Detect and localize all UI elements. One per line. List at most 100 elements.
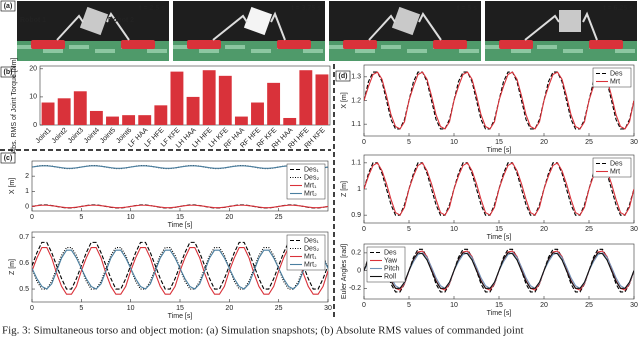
y-tick-label: 0 <box>33 122 37 129</box>
floor-tile <box>43 49 63 53</box>
x-tick-label: 10 <box>450 226 458 233</box>
bar <box>218 75 232 125</box>
robot-body <box>121 40 155 49</box>
bar <box>267 82 281 125</box>
floor-tile <box>615 49 635 53</box>
series-line <box>32 247 328 295</box>
legend-label: Mrt₂ <box>304 261 317 268</box>
bar <box>154 105 168 125</box>
x-tick-label: 5 <box>407 226 411 233</box>
y-axis-label: Z [m] <box>341 181 348 197</box>
floor-tile <box>355 49 375 53</box>
series-line <box>364 71 634 130</box>
cube <box>391 6 421 36</box>
y-tick-label: 1 <box>25 188 29 195</box>
floor-tile <box>407 49 427 53</box>
cube <box>559 10 581 32</box>
y-tick-label: 0.7 <box>19 234 29 241</box>
floor-tile <box>459 49 479 53</box>
bar <box>299 70 313 125</box>
x-tick-label: 20 <box>540 302 548 309</box>
x-tick-label: Joint1 <box>35 127 53 145</box>
legend-label: Mrt₁ <box>304 253 317 260</box>
legend-label: Des₁ <box>304 237 319 244</box>
bar <box>315 74 329 125</box>
x-axis-label: Time [s] <box>168 313 193 320</box>
y-tick-label: 0.6 <box>19 260 29 267</box>
y-tick-label: 20 <box>29 66 37 73</box>
floor-tile <box>225 45 245 49</box>
x-tick-label: 20 <box>540 226 548 233</box>
bar <box>41 102 55 125</box>
floor-tile <box>251 49 271 53</box>
y-axis-label: Abs. RMS of Joint Torque [Nm] <box>11 57 18 153</box>
panel-label: (c) <box>4 155 13 162</box>
x-tick-label: 20 <box>540 139 548 146</box>
x-tick-label: 30 <box>324 305 332 312</box>
floor-tile <box>485 45 505 49</box>
x-tick-label: 10 <box>450 139 458 146</box>
x-tick-label: 25 <box>275 214 283 221</box>
series-line <box>364 162 634 216</box>
robot-body <box>277 40 311 49</box>
x-tick-label: 25 <box>585 226 593 233</box>
series-line <box>32 165 328 169</box>
x-tick-label: 15 <box>176 214 184 221</box>
panel-label-box <box>0 0 16 12</box>
series-line <box>32 241 328 290</box>
x-axis-label: Time [s] <box>487 147 512 154</box>
x-tick-label: 10 <box>450 302 458 309</box>
legend-label: Des <box>610 70 623 77</box>
y-tick-label: 1.3 <box>351 74 361 81</box>
x-tick-label: 0 <box>362 226 366 233</box>
bar <box>138 115 152 125</box>
x-tick-label: 30 <box>630 302 638 309</box>
floor-tile <box>303 49 323 53</box>
robot-body <box>499 40 533 49</box>
x-tick-label: 5 <box>407 302 411 309</box>
x-tick-label: 0 <box>30 214 34 221</box>
legend-box <box>592 157 632 178</box>
y-tick-label: 0.9 <box>351 212 361 219</box>
x-tick-label: Joint4 <box>83 127 101 145</box>
bar <box>234 116 248 125</box>
y-tick-label: 0.2 <box>351 250 361 257</box>
legend-label: Pitch <box>384 265 400 272</box>
x-tick-label: 25 <box>275 305 283 312</box>
robot-body <box>589 40 623 49</box>
plot-area <box>31 160 329 212</box>
y-tick-label: 1.1 <box>351 160 361 167</box>
y-axis-label: Z [m] <box>9 259 16 275</box>
panel-label-box <box>0 66 16 78</box>
robot-body <box>31 40 65 49</box>
legend-label: Des₂ <box>304 174 319 181</box>
robot-arm <box>56 12 130 41</box>
robot-body <box>343 40 377 49</box>
snapshot-time: t = 2.5 s <box>139 5 165 12</box>
floor-tile <box>199 49 219 53</box>
legend-box <box>592 67 632 88</box>
legend-label: Mrt <box>610 168 620 175</box>
x-tick-label: 20 <box>225 305 233 312</box>
legend-label: Mrt₂ <box>304 190 317 197</box>
x-tick-label: Joint5 <box>99 127 117 145</box>
y-tick-label: 2 <box>25 173 29 180</box>
panel-label-box <box>335 70 351 82</box>
floor-tile <box>95 49 115 53</box>
floor-tile <box>563 49 583 53</box>
bar <box>89 110 103 125</box>
robot-arm <box>212 11 286 41</box>
legend-label: Des₂ <box>304 245 319 252</box>
bar <box>122 115 136 125</box>
floor-tile <box>173 45 193 49</box>
panel-label: (b) <box>4 69 13 76</box>
snapshot-time: t = 5 s <box>457 5 477 12</box>
legend-label: Des <box>610 160 623 167</box>
caption: Fig. 3: Simultaneous torso and object mo… <box>2 325 524 337</box>
floor-tile <box>511 49 531 53</box>
plot-area <box>39 65 331 126</box>
y-tick-label: -0.2 <box>349 285 361 292</box>
cube <box>79 6 109 36</box>
legend-label: Roll <box>384 273 397 280</box>
panel-label-box <box>0 152 16 164</box>
